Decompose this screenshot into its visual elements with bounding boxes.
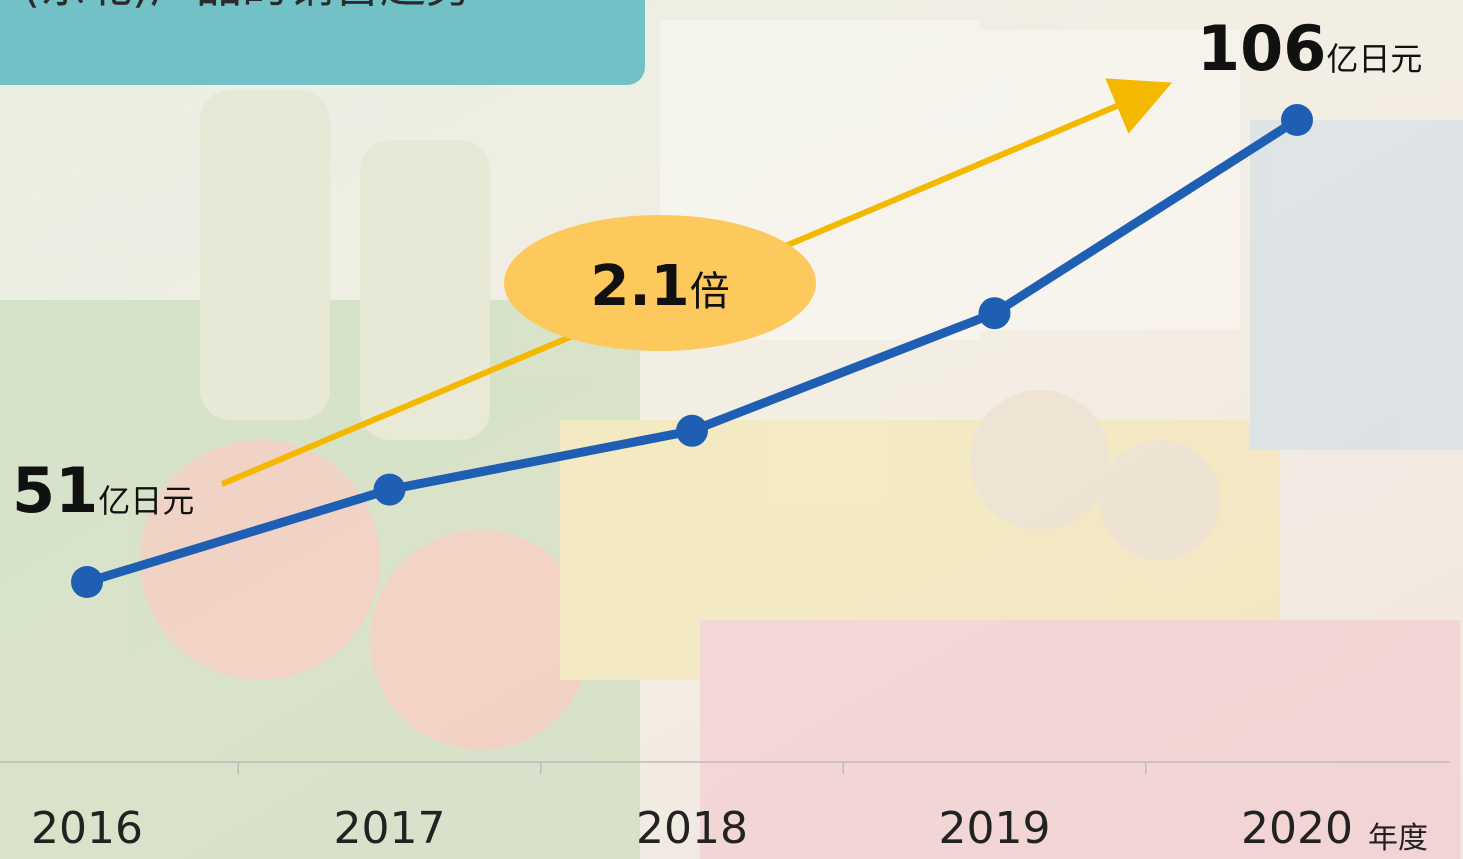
data-point <box>1281 104 1313 136</box>
annotation-unit: 倍 <box>690 269 730 315</box>
data-point <box>978 297 1011 330</box>
x-tick-label: 2020 <box>1241 803 1353 854</box>
annotation-value: 2.1 <box>590 254 689 319</box>
data-label: 106亿日元 <box>1197 12 1422 85</box>
chart-title: (东北)产品的销售趋势 <box>22 0 472 13</box>
x-tick-label: 2018 <box>636 803 748 854</box>
x-axis-unit: 年度 <box>1368 821 1428 856</box>
data-label-unit: 亿日元 <box>1326 40 1422 78</box>
x-tick-label: 2017 <box>334 803 446 854</box>
data-label: 51亿日元 <box>12 454 194 527</box>
data-label-value: 106 <box>1197 12 1326 85</box>
background-photo <box>0 20 1463 859</box>
data-point <box>373 473 406 506</box>
data-label-value: 51 <box>12 454 98 527</box>
data-point <box>71 566 103 598</box>
data-label-unit: 亿日元 <box>98 482 194 520</box>
annotation-bubble <box>504 215 816 351</box>
data-point <box>676 414 708 447</box>
x-tick-label: 2016 <box>31 803 143 854</box>
x-tick-label: 2019 <box>939 803 1051 854</box>
title-box <box>0 0 645 85</box>
annotation: 2.1倍 <box>590 254 729 319</box>
